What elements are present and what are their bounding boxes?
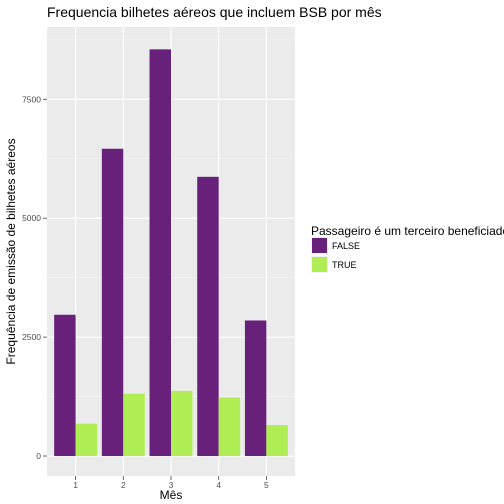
- x-tick-label: 3: [169, 480, 174, 490]
- y-axis-label: Frequência de emissão de bilhetes aéreos: [4, 138, 18, 364]
- bar-true-5: [266, 425, 288, 457]
- bar-false-4: [197, 176, 219, 457]
- bar-false-5: [244, 320, 267, 457]
- bar-false-2: [101, 148, 124, 457]
- y-tick-label: 2500: [22, 332, 41, 342]
- y-tick-label: 5000: [22, 213, 41, 223]
- x-tick-label: 1: [73, 480, 78, 490]
- y-tick-label: 0: [36, 451, 41, 461]
- x-tick-label: 5: [264, 480, 269, 490]
- bar-false-1: [54, 314, 76, 457]
- y-axis: 0 2500 5000 7500: [22, 94, 47, 461]
- x-axis-label: Mês: [160, 488, 183, 502]
- x-axis: 1 2 3 4 5: [73, 476, 269, 490]
- x-tick-label: 2: [121, 480, 126, 490]
- bar-true-2: [123, 393, 145, 457]
- bars-group: [54, 49, 288, 457]
- legend-label-true: TRUE: [332, 260, 357, 270]
- legend-label-false: FALSE: [332, 241, 360, 251]
- legend-swatch-true: [312, 257, 327, 272]
- bar-false-3: [149, 49, 171, 457]
- legend: Passageiro é um terceiro beneficiado FAL…: [311, 224, 504, 273]
- bar-true-3: [171, 390, 193, 457]
- legend-title: Passageiro é um terceiro beneficiado: [311, 224, 504, 238]
- bar-true-4: [218, 397, 241, 457]
- legend-swatch-false: [312, 238, 327, 253]
- y-tick-label: 7500: [22, 94, 41, 104]
- bar-true-1: [75, 423, 98, 457]
- x-tick-label: 4: [216, 480, 221, 490]
- chart-title: Frequencia bilhetes aéreos que incluem B…: [47, 4, 382, 20]
